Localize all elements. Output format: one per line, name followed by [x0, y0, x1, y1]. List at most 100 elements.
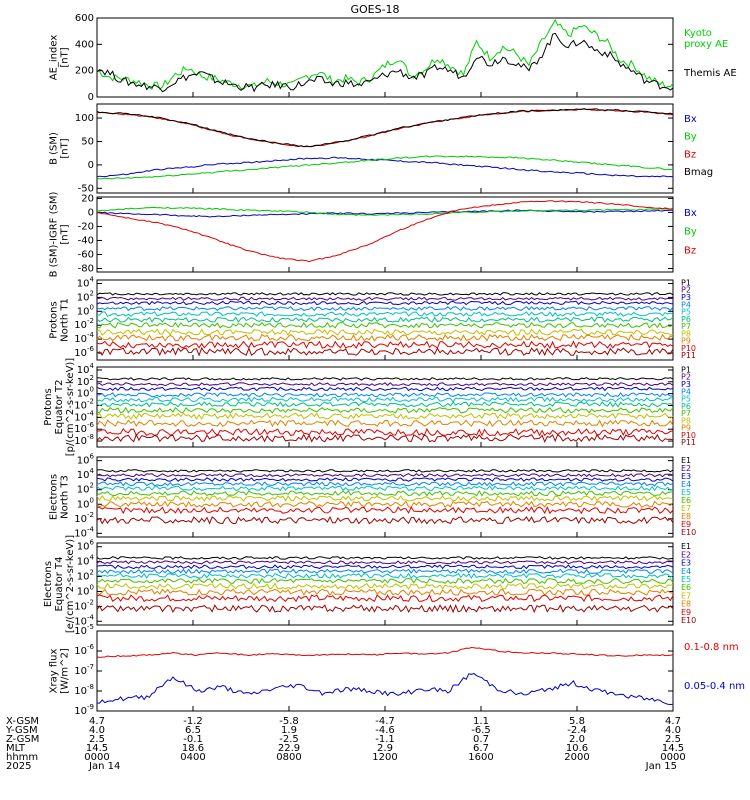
- y-tick-label: 104: [77, 554, 95, 568]
- series-line-p3: [96, 386, 674, 392]
- legend-p3: P3: [681, 380, 691, 389]
- legend-e8: E8: [681, 512, 691, 521]
- orbit-value: 0800: [276, 752, 301, 763]
- orbit-value: -0.1: [183, 734, 203, 745]
- legend-p10: P10: [681, 344, 696, 353]
- series-line-p2: [96, 382, 674, 387]
- y-tick-label: 100: [77, 303, 94, 317]
- orbit-value: 0400: [180, 752, 205, 763]
- legend-e5: E5: [681, 488, 691, 497]
- y-axis-label: B (SM)-IGRF (SM)[nT]: [49, 192, 71, 278]
- legend-bz: Bz: [684, 245, 696, 256]
- series-line-e10: [96, 515, 674, 525]
- orbit-row-label: hhmm: [6, 752, 38, 763]
- y-tick-label: 104: [77, 275, 95, 289]
- orbit-value: 1200: [372, 752, 397, 763]
- series-line-e6: [96, 577, 674, 585]
- y-tick-label: 0: [88, 92, 94, 103]
- series-line-p4: [96, 392, 674, 398]
- series-line-e5: [96, 485, 674, 492]
- legend-p9: P9: [681, 337, 691, 346]
- y-tick-label: 100: [75, 113, 94, 124]
- legend-e10: E10: [681, 528, 696, 537]
- orbit-value: 1.9: [281, 725, 297, 736]
- legend-p5: P5: [681, 395, 691, 404]
- series-line-e4: [96, 568, 674, 575]
- legend-bmag: Bmag: [684, 167, 713, 178]
- series-line-bz: [96, 200, 674, 263]
- y-tick-label: 10-4: [74, 331, 94, 345]
- series-line-0-1-0-8-nm: [96, 646, 674, 658]
- orbit-value: 4.7: [665, 716, 681, 727]
- series-line-kyoto-proxy-ae: [96, 18, 674, 91]
- legend-p9: P9: [681, 424, 691, 433]
- y-axis-label: B (SM)[nT]: [49, 132, 71, 165]
- orbit-value: -6.5: [471, 725, 491, 736]
- legend-p6: P6: [681, 402, 691, 411]
- orbit-row-label: MLT: [6, 743, 26, 754]
- legend-e1: E1: [681, 456, 691, 465]
- y-tick-label: -40: [78, 235, 94, 246]
- series-line-p5: [96, 396, 674, 403]
- orbit-value: 14.5: [86, 743, 108, 754]
- orbit-value: 4.7: [89, 716, 105, 727]
- series-line-p8: [96, 328, 674, 336]
- legend-p11: P11: [681, 438, 696, 447]
- legend-e6: E6: [681, 496, 691, 505]
- y-tick-label: 104: [77, 362, 95, 376]
- series-line-e1: [96, 556, 674, 560]
- y-tick-label: 102: [77, 289, 94, 303]
- y-tick-label: 400: [75, 39, 94, 50]
- orbit-value: -4.7: [375, 716, 395, 727]
- orbit-value: 6.5: [185, 725, 201, 736]
- legend-p2: P2: [681, 286, 691, 295]
- series-line-p7: [96, 406, 674, 414]
- series-line-e2: [96, 560, 674, 565]
- y-tick-label: 10-8: [74, 433, 94, 447]
- legend-e9: E9: [681, 520, 691, 529]
- orbit-value: 2.5: [665, 734, 681, 745]
- orbit-value: Jan 15: [645, 761, 677, 772]
- y-tick-label: 10-5: [74, 623, 94, 637]
- y-tick-label: 10-6: [74, 421, 94, 435]
- legend-by: By: [684, 227, 697, 238]
- legend-by: By: [684, 132, 697, 143]
- y-tick-label: -50: [78, 183, 94, 194]
- series-line-e9: [96, 506, 674, 515]
- legend-e9: E9: [681, 608, 691, 617]
- y-tick-label: 50: [81, 136, 94, 147]
- series-line-p6: [96, 401, 674, 408]
- orbit-value: -4.6: [375, 725, 395, 736]
- series-line-e7: [96, 582, 674, 590]
- legend-e4: E4: [681, 567, 691, 576]
- series-line-p11: [96, 433, 674, 443]
- series-line-e3: [96, 564, 674, 570]
- series-line-p1: [96, 292, 674, 296]
- series-line-0-05-0-4-nm: [96, 673, 674, 706]
- legend-themis-ae: Themis AE: [683, 68, 737, 79]
- legend-p1: P1: [681, 278, 691, 287]
- legend-p4: P4: [681, 387, 691, 396]
- orbit-table: X-GSMY-GSMZ-GSMMLThhmm20254.74.02.514.50…: [5, 716, 686, 772]
- orbit-value: 0.7: [473, 734, 489, 745]
- y-tick-label: 100: [77, 583, 94, 597]
- y-axis-label: Xray flux[W/m^2]: [49, 648, 71, 694]
- orbit-value: 18.6: [182, 743, 204, 754]
- y-tick-label: 104: [77, 467, 95, 481]
- panel-2: 100 50 0 -50 B (SM)[nT] Bx By Bz Bmag: [49, 103, 713, 194]
- orbit-value: 2.9: [377, 743, 393, 754]
- series-line-e5: [96, 572, 674, 579]
- legend-e1: E1: [681, 542, 691, 551]
- series-line-p1: [96, 377, 674, 381]
- series-line-e2: [96, 473, 674, 478]
- y-tick-label: 10-2: [74, 398, 94, 412]
- y-axis-label: ElectronsNorth T3: [49, 474, 71, 520]
- series-line-e9: [96, 593, 674, 603]
- y-tick-label: -80: [78, 263, 94, 274]
- y-axis-label: ElectronsEquator T4[e/(cm^2-s-sr-keV)]: [43, 535, 76, 633]
- legend-e10: E10: [681, 616, 696, 625]
